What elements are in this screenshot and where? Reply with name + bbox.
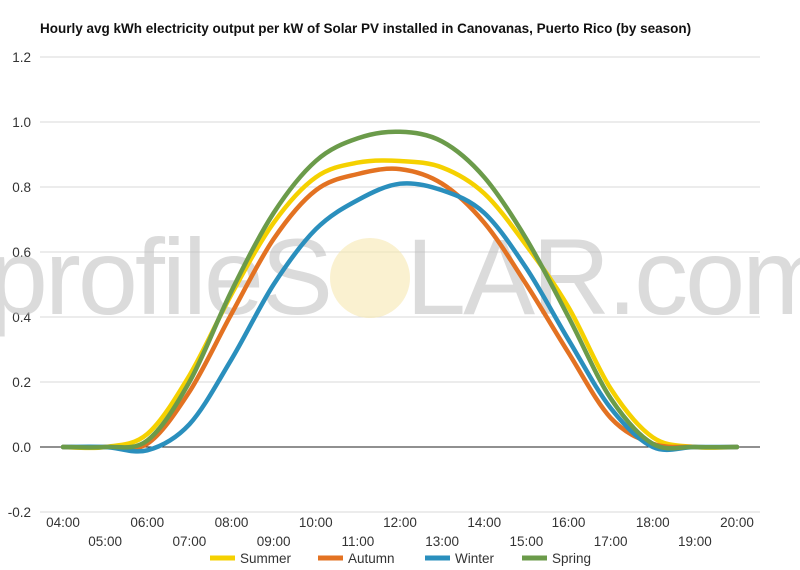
legend-label-spring: Spring: [552, 551, 591, 566]
x-tick-label: 16:00: [552, 515, 586, 530]
x-tick-label: 04:00: [46, 515, 80, 530]
legend-label-summer: Summer: [240, 551, 292, 566]
watermark-sun: [330, 238, 410, 318]
series-line-winter: [60, 181, 740, 454]
y-tick-label: 0.4: [12, 310, 31, 325]
x-tick-label: 13:00: [425, 534, 459, 549]
x-tick-label: 19:00: [678, 534, 712, 549]
x-tick-label: 11:00: [341, 534, 374, 549]
y-tick-label: 0.8: [12, 180, 31, 195]
y-tick-label: 1.2: [12, 50, 31, 65]
y-tick-label: 0.6: [12, 245, 31, 260]
series-line-spring: [60, 129, 740, 451]
y-tick-label: 0.0: [12, 440, 31, 455]
legend-label-autumn: Autumn: [348, 551, 395, 566]
y-tick-label: -0.2: [8, 505, 31, 520]
x-tick-label: 10:00: [299, 515, 333, 530]
x-tick-label: 17:00: [594, 534, 628, 549]
legend: Summer Autumn Winter Spring: [210, 551, 591, 566]
watermark: profileS LAR.com: [0, 216, 800, 337]
legend-label-winter: Winter: [455, 551, 495, 566]
series-lines: [60, 129, 740, 454]
x-tick-label: 15:00: [509, 534, 543, 549]
x-tick-label: 09:00: [257, 534, 291, 549]
series-line-summer: [60, 158, 740, 451]
watermark-text-right: LAR.com: [406, 216, 800, 337]
x-tick-label: 12:00: [383, 515, 417, 530]
y-tick-label: 0.2: [12, 375, 31, 390]
chart-title: Hourly avg kWh electricity output per kW…: [40, 21, 691, 36]
x-tick-label: 18:00: [636, 515, 670, 530]
x-tick-label: 14:00: [467, 515, 501, 530]
x-tick-label: 06:00: [130, 515, 164, 530]
x-tick-label: 07:00: [172, 534, 206, 549]
x-tick-label: 08:00: [215, 515, 249, 530]
grid: [40, 56, 760, 513]
x-axis-ticks: 04:00 05:00 06:00 07:00 08:00 09:00 10:00 11:00…: [46, 515, 754, 549]
y-tick-label: 1.0: [12, 115, 31, 130]
y-axis-ticks: 1.2 1.0 0.8 0.6 0.4 0.2 0.0 -0.2: [8, 50, 32, 520]
x-tick-label: 20:00: [720, 515, 754, 530]
x-tick-label: 05:00: [88, 534, 122, 549]
series-line-autumn: [60, 166, 740, 451]
